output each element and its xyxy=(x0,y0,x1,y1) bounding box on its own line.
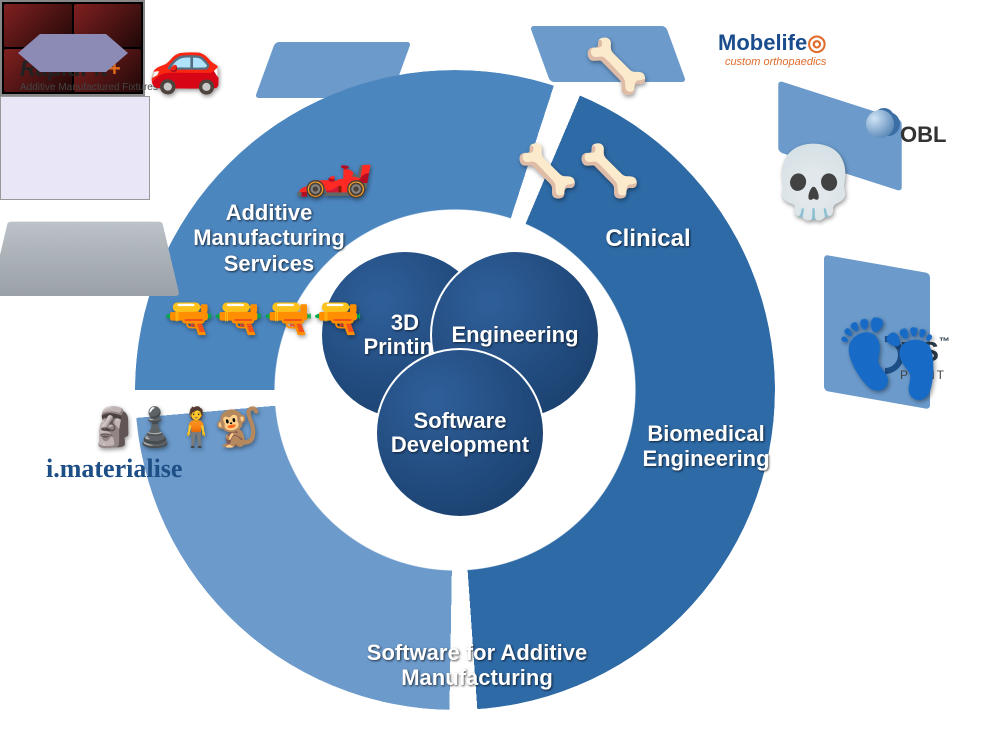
venn-label: Engineering xyxy=(451,323,578,347)
illus-floorplan xyxy=(0,222,180,296)
illus-cad-screenshot xyxy=(0,96,150,200)
venn-circle-software-dev: SoftwareDevelopment xyxy=(375,348,545,518)
ring-label-biomedical: BiomedicalEngineering xyxy=(636,421,776,472)
brand-mobelife: Mobelife◎ custom orthopaedics xyxy=(718,30,826,68)
illus-scanners: 🔫🔫🔫🔫 xyxy=(164,294,363,341)
obl-sphere-icon xyxy=(866,110,894,138)
illus-fixture: 🚗 xyxy=(148,26,223,97)
brand-tagline: custom orthopaedics xyxy=(718,56,826,68)
illus-skull: 💀 xyxy=(770,142,857,224)
ring-label-text: Software for AdditiveManufacturing xyxy=(367,640,587,690)
ring-label-clinical: Clinical xyxy=(588,225,708,253)
brand-name: Mobelife xyxy=(718,30,807,55)
illus-figurines: 🗿♟️🧍🐒 xyxy=(90,406,255,450)
ring-label-text: BiomedicalEngineering xyxy=(642,421,769,471)
ring-label-software: Software for AdditiveManufacturing xyxy=(352,640,602,691)
venn-diagram: 3DPrinting Engineering SoftwareDevelopme… xyxy=(320,250,600,530)
ring-label-text: Clinical xyxy=(605,225,690,252)
brand-name: OBL xyxy=(900,122,946,147)
venn-label: SoftwareDevelopment xyxy=(391,409,529,457)
illus-hip-implant: 🦴 xyxy=(584,36,649,97)
illus-sportscar: 🏎️ xyxy=(294,126,374,201)
brand-imaterialise: i.materialise xyxy=(46,454,182,484)
brand-obl: OBL xyxy=(900,122,946,148)
illus-bone-guides: 🦴🦴 xyxy=(516,142,641,201)
brand-tagline: Additive Manufactured Fixtures xyxy=(20,82,158,93)
brand-name: i.materialise xyxy=(46,454,182,483)
